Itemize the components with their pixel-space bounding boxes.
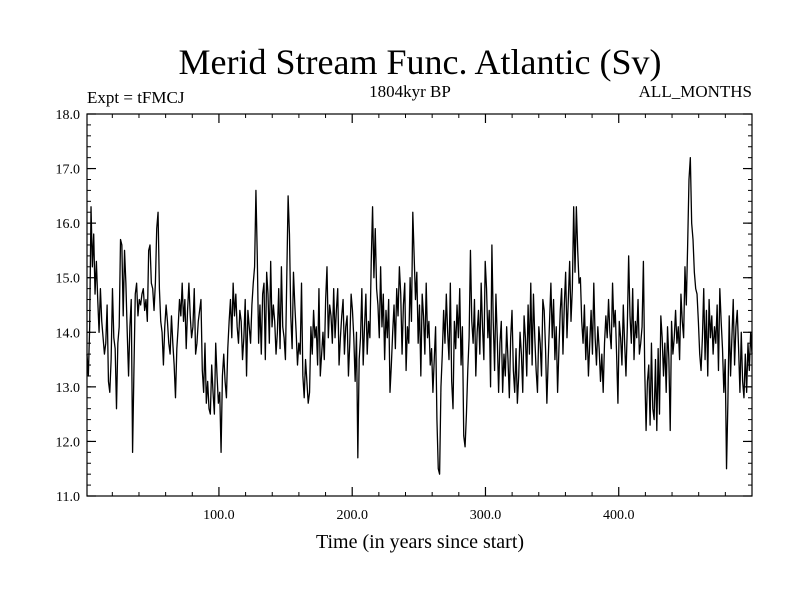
y-tick-label: 17.0 (56, 163, 81, 178)
y-tick-label: 16.0 (56, 217, 81, 232)
x-tick-label: 200.0 (336, 508, 368, 523)
y-tick-label: 14.0 (56, 326, 81, 341)
months-label: ALL_MONTHS (639, 82, 752, 101)
x-tick-label: 300.0 (470, 508, 502, 523)
plot-frame (86, 113, 753, 497)
y-tick-label: 13.0 (56, 381, 81, 396)
y-axis: 11.0 12.0 13.0 14.0 15.0 16.0 17.0 18.0 (56, 108, 752, 505)
x-tick-label: 400.0 (603, 508, 635, 523)
chart-title: Merid Stream Func. Atlantic (Sv) (179, 42, 662, 82)
x-axis: 100.0 200.0 300.0 400.0 (111, 114, 726, 523)
series-line (86, 157, 753, 475)
y-tick-label: 15.0 (56, 272, 81, 287)
y-tick-label: 18.0 (56, 108, 81, 123)
x-axis-label: Time (in years since start) (316, 531, 524, 553)
period-label: 1804kyr BP (369, 82, 451, 101)
y-tick-label: 12.0 (56, 435, 81, 450)
x-tick-label: 100.0 (203, 508, 235, 523)
experiment-label: Expt = tFMCJ (87, 88, 185, 107)
y-tick-label: 11.0 (56, 490, 80, 505)
